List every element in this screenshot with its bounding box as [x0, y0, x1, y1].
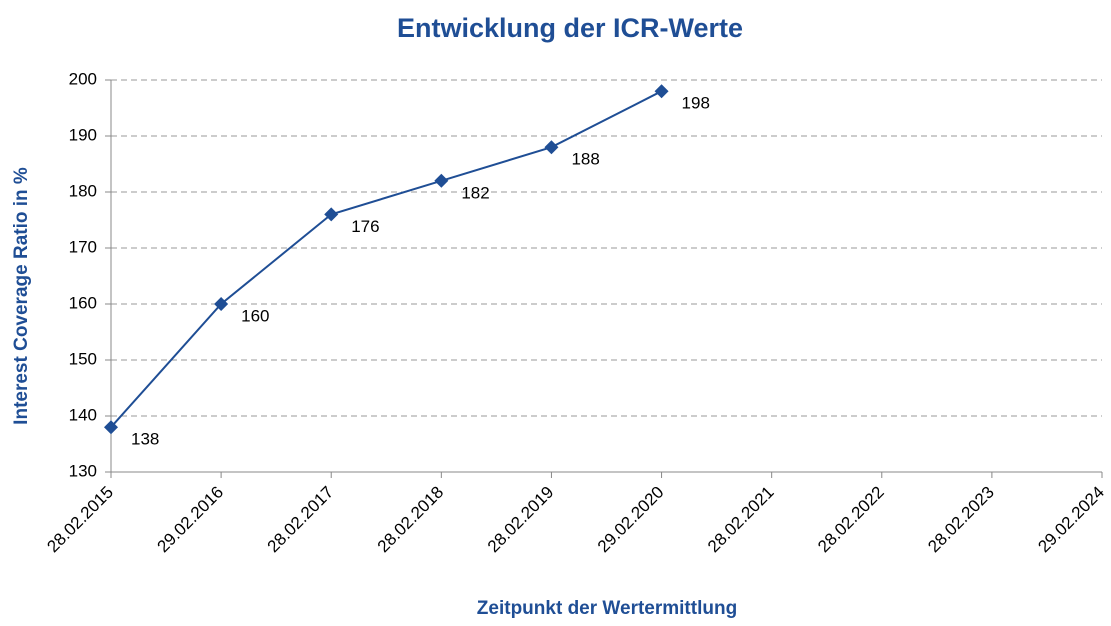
y-tick-label: 140: [69, 405, 97, 424]
y-tick-label: 170: [69, 237, 97, 256]
y-tick-label: 150: [69, 349, 97, 368]
x-axis-title: Zeitpunkt der Wertermittlung: [477, 598, 737, 619]
marker: [544, 140, 559, 155]
x-tick-label: 28.02.2015: [43, 483, 117, 557]
y-tick-label: 200: [69, 69, 97, 88]
y-tick-label: 180: [69, 181, 97, 200]
data-label: 188: [571, 150, 599, 169]
x-tick-label: 28.02.2022: [814, 483, 888, 557]
x-tick-label: 28.02.2021: [704, 483, 778, 557]
x-tick-label: 29.02.2020: [594, 483, 668, 557]
data-label: 182: [461, 183, 489, 202]
y-axis-title: Interest Coverage Ratio in %: [11, 167, 32, 425]
y-tick-label: 130: [69, 461, 97, 480]
x-tick-label: 29.02.2016: [154, 483, 228, 557]
line: [110, 90, 663, 428]
marker: [434, 173, 449, 188]
marker: [104, 420, 118, 435]
x-tick-label: 28.02.2019: [484, 483, 558, 557]
marker: [324, 207, 339, 222]
y-tick-label: 190: [69, 125, 97, 144]
y-tick-label: 160: [69, 293, 97, 312]
data-label: 198: [682, 94, 710, 113]
x-tick-label: 29.02.2024: [1034, 483, 1108, 557]
data-label: 176: [351, 217, 379, 236]
marker: [214, 297, 229, 311]
chart-title: Entwicklung der ICR-Werte: [397, 13, 743, 43]
x-tick-label: 28.02.2017: [264, 483, 338, 557]
data-label: 138: [131, 430, 159, 449]
marker: [654, 84, 669, 99]
x-tick-label: 28.02.2023: [924, 483, 998, 557]
data-label: 160: [241, 306, 269, 325]
x-tick-label: 28.02.2018: [374, 483, 448, 557]
